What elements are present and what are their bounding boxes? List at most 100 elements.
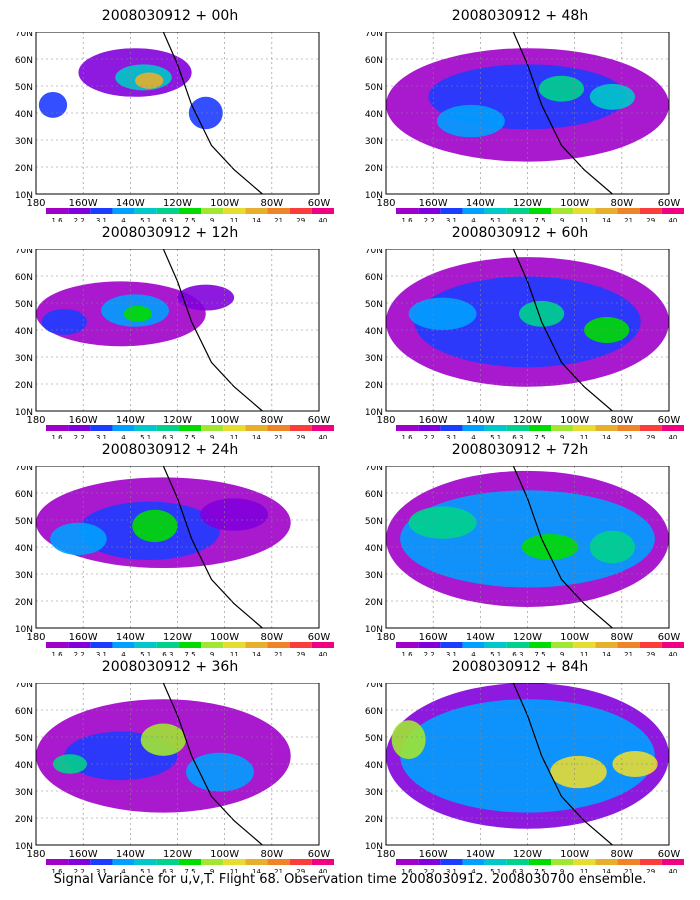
colorbar-label: 40 <box>318 217 327 222</box>
colorbar-swatch <box>595 642 618 648</box>
colorbar-label: 11 <box>230 434 239 439</box>
colorbar-label: 3.1 <box>96 434 107 439</box>
lon-tick-label: 160W <box>69 632 98 643</box>
lon-tick-label: 160W <box>419 632 448 643</box>
variance-region <box>135 72 164 89</box>
colorbar: 1.6 2.2 3.1 4 5.1 6.3 7.5 9 11 14 21 29 40 <box>396 859 684 873</box>
colorbar-swatch <box>462 208 485 214</box>
colorbar-label: 9 <box>560 651 564 656</box>
lat-tick-label: 70N <box>365 683 383 690</box>
colorbar-label: 7.5 <box>534 434 545 439</box>
colorbar-swatch <box>440 859 463 865</box>
colorbar-label: 6.3 <box>162 868 173 873</box>
lon-tick-label: 60W <box>308 415 331 426</box>
colorbar-label: 3.1 <box>446 217 457 222</box>
coastline <box>162 683 263 845</box>
colorbar-swatch <box>639 208 662 214</box>
colorbar-label: 9 <box>560 868 564 873</box>
colorbar-swatch <box>68 642 91 648</box>
colorbar-swatch <box>178 425 202 431</box>
coastline <box>512 466 613 628</box>
panel-title: 2008030912 + 72h <box>451 442 589 458</box>
lon-tick-label: 100W <box>560 632 589 643</box>
colorbar-label: 1.6 <box>402 868 414 873</box>
colorbar-label: 2.2 <box>424 217 435 222</box>
colorbar-label: 6.3 <box>512 868 523 873</box>
colorbar-swatch <box>396 208 419 214</box>
colorbar-swatch <box>639 425 662 431</box>
colorbar-label: 1.6 <box>402 217 414 222</box>
colorbar-label: 2.2 <box>424 868 435 873</box>
lon-tick-label: 140W <box>466 415 495 426</box>
lon-tick-label: 100W <box>210 198 239 209</box>
lat-tick-label: 40N <box>365 544 383 554</box>
lat-tick-label: 20N <box>15 164 33 174</box>
colorbar-label: 4 <box>121 217 126 222</box>
colorbar-swatch <box>661 859 684 865</box>
lat-tick-label: 20N <box>365 598 383 608</box>
colorbar-label: 7.5 <box>184 434 195 439</box>
colorbar-label: 11 <box>580 434 589 439</box>
variance-region <box>123 305 153 322</box>
colorbar-label: 2.2 <box>74 868 85 873</box>
colorbar-label: 5.1 <box>490 217 501 222</box>
lat-tick-label: 50N <box>15 517 33 527</box>
variance-region <box>391 720 426 760</box>
lat-tick-label: 60N <box>365 273 383 283</box>
lat-tick-label: 10N <box>15 625 33 635</box>
variance-region <box>589 83 636 110</box>
variance-region <box>612 751 658 777</box>
lat-tick-label: 30N <box>365 571 383 581</box>
coastline <box>162 32 263 194</box>
colorbar-swatch <box>267 425 290 431</box>
colorbar-swatch <box>573 859 596 865</box>
lon-tick-label: 60W <box>308 849 331 860</box>
colorbar-swatch <box>617 859 640 865</box>
variance-region <box>408 506 477 539</box>
lat-tick-label: 70N <box>365 32 383 39</box>
lat-tick-label: 70N <box>15 683 33 690</box>
colorbar-label: 29 <box>296 651 305 656</box>
lat-tick-label: 70N <box>365 466 383 473</box>
colorbar-label: 14 <box>252 434 261 439</box>
lon-tick-label: 120W <box>163 415 192 426</box>
variance-region <box>436 104 505 138</box>
colorbar-label: 9 <box>210 651 214 656</box>
lon-tick-label: 120W <box>513 415 542 426</box>
panel-title: 2008030912 + 36h <box>101 659 239 675</box>
colorbar-swatch <box>134 642 157 648</box>
colorbar-swatch <box>595 425 618 431</box>
lat-tick-label: 60N <box>365 490 383 500</box>
lon-tick-label: 160W <box>419 849 448 860</box>
colorbar-swatch <box>396 425 419 431</box>
colorbar-swatch <box>418 859 441 865</box>
variance-region <box>177 284 235 311</box>
lon-tick-label: 80W <box>611 198 634 209</box>
lat-tick-label: 10N <box>365 842 383 852</box>
colorbar-label: 7.5 <box>534 868 545 873</box>
lat-tick-label: 60N <box>365 707 383 717</box>
colorbar-label: 1.6 <box>52 434 64 439</box>
lat-tick-label: 50N <box>365 734 383 744</box>
colorbar-swatch <box>223 642 246 648</box>
colorbar-swatch <box>506 859 529 865</box>
colorbar-label: 29 <box>296 868 305 873</box>
colorbar-swatch <box>156 642 179 648</box>
colorbar-swatch <box>289 642 312 648</box>
lon-tick-label: 60W <box>658 849 681 860</box>
lon-tick-label: 60W <box>658 198 681 209</box>
colorbar-label: 4 <box>471 217 476 222</box>
lon-tick-label: 160W <box>419 415 448 426</box>
lat-tick-label: 10N <box>365 408 383 418</box>
lon-tick-label: 120W <box>513 632 542 643</box>
lon-tick-label: 120W <box>513 849 542 860</box>
colorbar-label: 40 <box>668 651 677 656</box>
colorbar-swatch <box>178 642 202 648</box>
colorbar-label: 7.5 <box>184 651 195 656</box>
variance-region <box>50 522 107 556</box>
colorbar-label: 11 <box>230 868 239 873</box>
lon-tick-label: 180 <box>26 415 45 426</box>
map-panel: 2008030912 + 60h 70N 60N 50N 40N 30N 20N 10N 180… <box>350 225 690 440</box>
